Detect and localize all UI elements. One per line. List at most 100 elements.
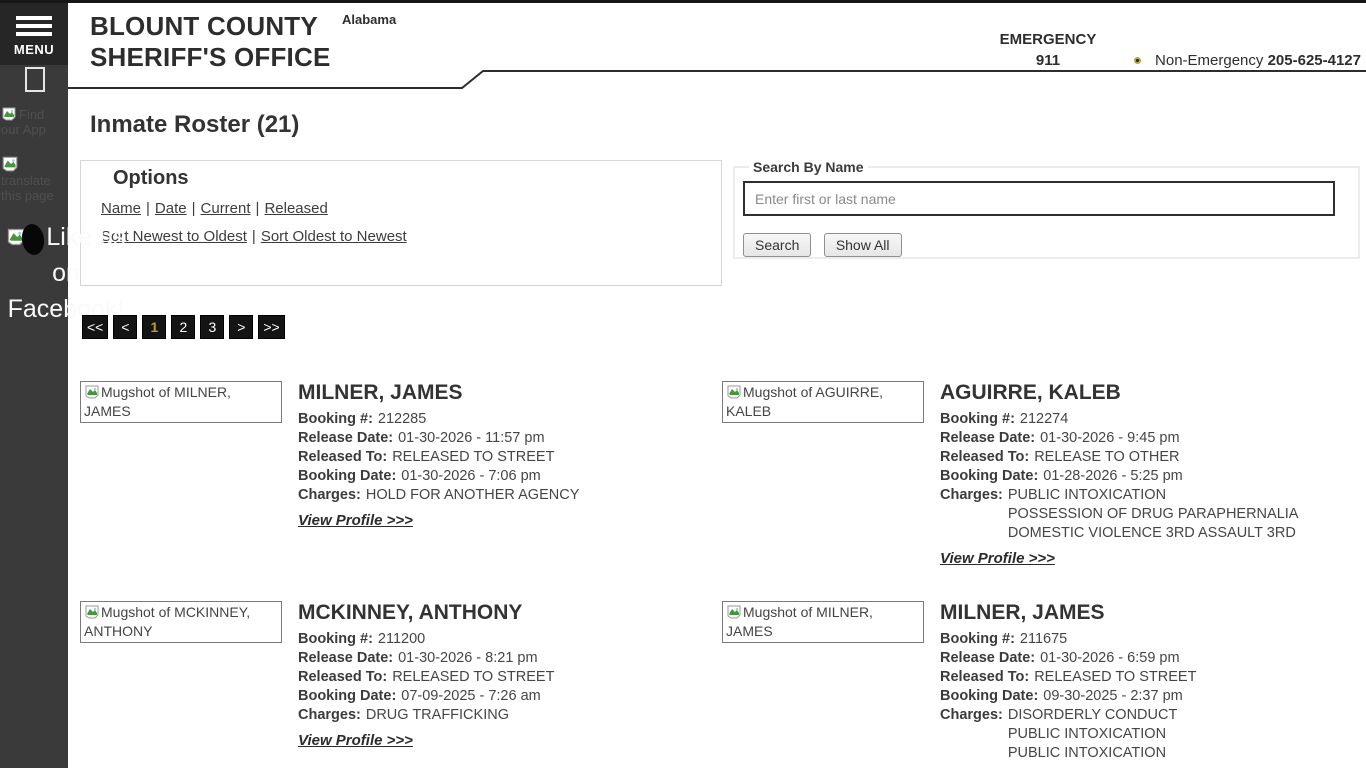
inmate-card: Mugshot of MILNER, JAMES MILNER, JAMES B…	[722, 601, 1366, 768]
sort-link-newest-to-oldest[interactable]: Sort Newest to Oldest	[101, 228, 247, 245]
sort-links: Sort Newest to Oldest | Sort Oldest to New…	[101, 228, 721, 245]
find-app-label: Find our App	[1, 107, 46, 137]
inmate-name: MILNER, JAMES	[940, 601, 1105, 624]
translate-label: translate this page	[1, 173, 54, 203]
charge-item: HOLD FOR ANOTHER AGENCY	[365, 487, 580, 503]
release-date-value: 01-30-2026 - 6:59 pm	[1040, 650, 1180, 666]
inmate-roster-list: Mugshot of MILNER, JAMES MILNER, JAMES B…	[80, 381, 1366, 768]
view-profile-link[interactable]: View Profile >>>	[298, 732, 413, 749]
broken-image-icon	[727, 605, 741, 619]
search-panel: Search By Name Search Show All	[733, 159, 1360, 259]
charge-list: PUBLIC INTOXICATION POSSESSION OF DRUG P…	[1008, 486, 1299, 543]
filter-link-name[interactable]: Name	[101, 200, 142, 217]
search-button[interactable]: Search	[743, 233, 812, 257]
released-to-value: RELEASED TO STREET	[392, 669, 555, 685]
booking-number-label: Booking #:	[298, 631, 373, 647]
charges-label: Charges:	[298, 707, 361, 723]
charge-item: PUBLIC INTOXICATION	[1007, 487, 1167, 503]
bullet-icon	[1134, 57, 1142, 64]
inmate-card: Mugshot of MCKINNEY, ANTHONY MCKINNEY, A…	[80, 601, 722, 768]
facebook-icon	[20, 222, 47, 257]
page-prev-button[interactable]: <	[113, 315, 138, 339]
inmate-details: MCKINNEY, ANTHONY Booking #: 211200 Relea…	[298, 601, 722, 750]
show-all-button[interactable]: Show All	[823, 233, 902, 257]
release-date-label: Release Date:	[298, 430, 394, 446]
booking-number-label: Booking #:	[940, 631, 1015, 647]
inmate-name: AGUIRRE, KALEB	[940, 381, 1121, 404]
charge-item: DRUG TRAFFICKING	[365, 707, 509, 723]
menu-label: MENU	[13, 41, 55, 57]
release-date-value: 01-30-2026 - 11:57 pm	[398, 430, 545, 446]
released-to-value: RELEASED TO STREET	[392, 449, 555, 465]
broken-image-icon	[85, 605, 99, 619]
page-1-button[interactable]: 1	[142, 315, 167, 339]
page-next-button[interactable]: >	[229, 315, 254, 339]
booking-number-label: Booking #:	[940, 411, 1015, 427]
released-to-label: Released To:	[940, 669, 1030, 685]
mugshot-placeholder: Mugshot of AGUIRRE, KALEB	[722, 381, 924, 423]
broken-image-icon	[2, 107, 16, 121]
inmate-details: MILNER, JAMES Booking #: 212285 Release D…	[298, 381, 722, 530]
charge-list: DISORDERLY CONDUCT PUBLIC INTOXICATION P…	[1008, 706, 1177, 763]
view-profile-link[interactable]: View Profile >>>	[298, 512, 413, 529]
release-date-label: Release Date:	[298, 650, 394, 666]
release-date-label: Release Date:	[940, 650, 1036, 666]
mugshot-placeholder: Mugshot of MILNER, JAMES	[80, 381, 282, 423]
view-profile-link[interactable]: View Profile >>>	[940, 550, 1055, 567]
sidebar: MENU Find our App translate this page Li…	[0, 3, 126, 768]
pagination: << < 1 2 3 > >>	[82, 315, 285, 339]
main-content: BLOUNT COUNTY SHERIFF'S OFFICE Alabama E…	[68, 3, 1366, 768]
sort-link-oldest-to-newest[interactable]: Sort Oldest to Newest	[260, 228, 407, 245]
mugshot-alt-text: Mugshot of MILNER, JAMES	[726, 604, 873, 639]
filter-link-date[interactable]: Date	[154, 200, 187, 217]
charge-item: DOMESTIC VIOLENCE 3RD ASSAULT 3RD	[1007, 525, 1296, 541]
filter-link-released[interactable]: Released	[264, 200, 328, 217]
mugshot-alt-text: Mugshot of MILNER, JAMES	[84, 384, 231, 419]
page-first-button[interactable]: <<	[82, 315, 109, 339]
inmate-name: MILNER, JAMES	[298, 381, 463, 404]
charge-item: POSSESSION OF DRUG PARAPHERNALIA	[1007, 506, 1299, 522]
release-date-value: 01-30-2026 - 8:21 pm	[398, 650, 538, 666]
filter-links: Name | Date | Current | Released	[101, 200, 721, 217]
search-legend: Search By Name	[753, 159, 864, 175]
charges-label: Charges:	[940, 487, 1003, 503]
booking-date-value: 01-28-2026 - 5:25 pm	[1043, 468, 1183, 484]
booking-date-label: Booking Date:	[940, 468, 1039, 484]
booking-number-label: Booking #:	[298, 411, 373, 427]
booking-number-value: 211675	[1019, 631, 1068, 647]
inmate-card: Mugshot of AGUIRRE, KALEB AGUIRRE, KALEB…	[722, 381, 1366, 601]
booking-date-label: Booking Date:	[298, 468, 397, 484]
page-title: Inmate Roster (21)	[90, 111, 300, 138]
released-to-label: Released To:	[298, 669, 388, 685]
page-2-button[interactable]: 2	[171, 315, 196, 339]
released-to-label: Released To:	[940, 449, 1030, 465]
agency-name-line2: SHERIFF'S OFFICE	[90, 42, 331, 72]
separator: |	[191, 200, 196, 217]
mugshot-alt-text: Mugshot of MCKINNEY, ANTHONY	[84, 604, 251, 639]
mugshot-alt-text: Mugshot of AGUIRRE, KALEB	[726, 384, 884, 419]
charge-item: PUBLIC INTOXICATION	[1007, 745, 1167, 761]
separator: |	[255, 200, 260, 217]
filter-link-current[interactable]: Current	[200, 200, 251, 217]
released-to-label: Released To:	[298, 449, 388, 465]
inmate-name: MCKINNEY, ANTHONY	[298, 601, 523, 624]
agency-name: BLOUNT COUNTY SHERIFF'S OFFICE	[90, 11, 331, 73]
non-emergency-number: 205-625-4127	[1267, 52, 1361, 69]
charge-list: HOLD FOR ANOTHER AGENCY	[366, 486, 580, 505]
find-app-link[interactable]: Find our App	[1, 106, 63, 137]
menu-button[interactable]: MENU	[0, 3, 68, 65]
broken-image-icon	[727, 385, 741, 399]
facebook-link[interactable]: Like us on Facebook!	[0, 219, 132, 327]
translate-link[interactable]: translate this page	[1, 155, 63, 203]
agency-name-line1: BLOUNT COUNTY	[90, 11, 318, 41]
inmate-card: Mugshot of MILNER, JAMES MILNER, JAMES B…	[80, 381, 722, 601]
page-3-button[interactable]: 3	[200, 315, 225, 339]
hamburger-icon	[16, 12, 52, 40]
non-emergency-block: Non-Emergency 205-625-4127	[1134, 52, 1361, 69]
charge-item: PUBLIC INTOXICATION	[1007, 726, 1167, 742]
charges-label: Charges:	[940, 707, 1003, 723]
mugshot-placeholder: Mugshot of MCKINNEY, ANTHONY	[80, 601, 282, 643]
search-input[interactable]	[743, 181, 1335, 216]
emergency-number: 911	[1035, 52, 1061, 69]
page-last-button[interactable]: >>	[258, 315, 285, 339]
